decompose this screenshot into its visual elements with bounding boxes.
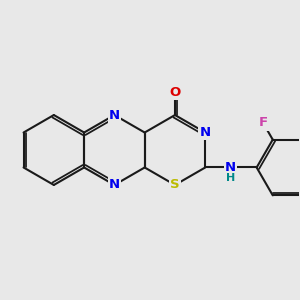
Text: S: S: [170, 178, 180, 191]
Text: F: F: [259, 116, 268, 130]
Text: N: N: [200, 126, 211, 139]
Text: N: N: [109, 109, 120, 122]
Text: H: H: [226, 173, 235, 183]
Text: N: N: [109, 178, 120, 191]
Text: O: O: [169, 86, 181, 99]
Text: N: N: [225, 161, 236, 174]
